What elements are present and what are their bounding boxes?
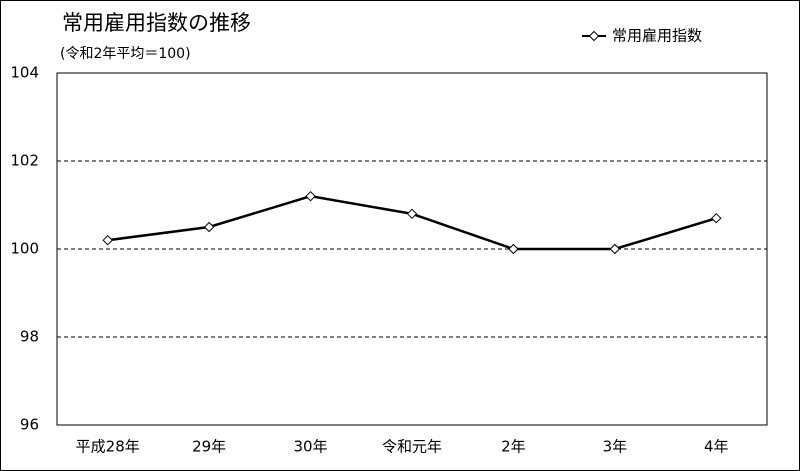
x-tick-label: 30年 — [294, 438, 328, 456]
data-point — [102, 234, 113, 246]
y-tick-label: 98 — [20, 328, 39, 346]
legend-label: 常用雇用指数 — [612, 27, 702, 45]
legend-marker — [588, 30, 600, 42]
data-point — [406, 208, 418, 220]
data-point — [711, 212, 722, 224]
x-tick-label: 平成28年 — [76, 438, 140, 456]
x-tick-label: 3年 — [603, 438, 628, 456]
y-tick-label: 102 — [10, 152, 39, 170]
plot-frame — [56, 72, 768, 426]
chart-subtitle: (令和2年平均＝100) — [60, 46, 191, 62]
data-point — [203, 221, 215, 233]
y-tick-label: 96 — [20, 416, 39, 434]
x-tick-label: 令和元年 — [382, 438, 442, 456]
x-tick-label: 4年 — [704, 438, 729, 456]
y-tick-label: 104 — [10, 64, 39, 82]
x-tick-label: 29年 — [192, 438, 226, 456]
y-tick-label: 100 — [10, 240, 39, 258]
data-point — [305, 190, 316, 202]
data-point — [508, 243, 519, 255]
x-tick-label: 2年 — [501, 438, 526, 456]
chart-title: 常用雇用指数の推移 — [62, 11, 251, 35]
data-point — [609, 243, 621, 255]
